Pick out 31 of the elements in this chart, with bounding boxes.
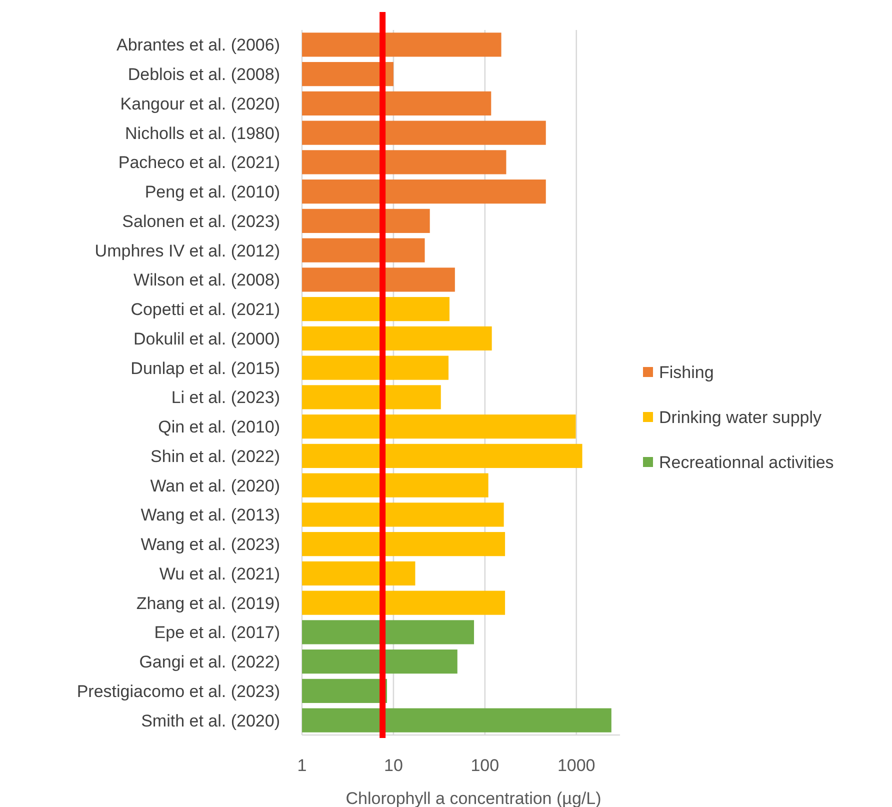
y-tick-label: Wang et al. (2013) xyxy=(140,506,280,525)
x-tick-label: 100 xyxy=(470,756,500,775)
y-tick-label: Pacheco et al. (2021) xyxy=(118,153,280,172)
y-tick-label: Wilson et al. (2008) xyxy=(134,270,280,290)
y-tick-label: Wan et al. (2020) xyxy=(150,476,280,496)
y-tick-label: Dokulil et al. (2000) xyxy=(134,329,280,348)
y-tick-label: Kangour et al. (2020) xyxy=(120,94,280,114)
y-tick-label: Wu et al. (2021) xyxy=(159,564,280,584)
y-tick-label: Gangi et al. (2022) xyxy=(139,652,280,672)
x-tick-label: 1 xyxy=(297,756,307,775)
y-tick-label: Deblois et al. (2008) xyxy=(128,65,280,84)
x-tick-label: 10 xyxy=(384,756,403,775)
legend-label: Fishing xyxy=(659,362,714,382)
y-tick-label: Nicholls et al. (1980) xyxy=(125,124,280,143)
y-tick-label: Zhang et al. (2019) xyxy=(136,594,280,613)
y-tick-label: Salonen et al. (2023) xyxy=(122,212,280,231)
y-tick-label: Smith et al. (2020) xyxy=(141,711,280,730)
y-tick-label: Dunlap et al. (2015) xyxy=(130,358,280,378)
legend-label: Recreationnal activities xyxy=(659,452,834,472)
y-tick-label: Wang et al. (2023) xyxy=(140,535,280,554)
y-tick-label: Prestigiacomo et al. (2023) xyxy=(76,682,280,701)
y-tick-label: Peng et al. (2010) xyxy=(144,182,280,202)
y-tick-label: Li et al. (2023) xyxy=(171,388,280,408)
y-tick-label: Qin et al. (2010) xyxy=(158,418,280,437)
y-tick-label: Umphres IV et al. (2012) xyxy=(94,241,280,260)
x-tick-label: 1000 xyxy=(557,756,596,775)
legend-label: Drinking water supply xyxy=(659,408,822,427)
y-tick-label: Copetti et al. (2021) xyxy=(130,300,280,320)
y-tick-label: Shin et al. (2022) xyxy=(150,446,280,466)
y-tick-label: Abrantes et al. (2006) xyxy=(116,36,280,55)
y-tick-label: Epe et al. (2017) xyxy=(154,623,280,642)
